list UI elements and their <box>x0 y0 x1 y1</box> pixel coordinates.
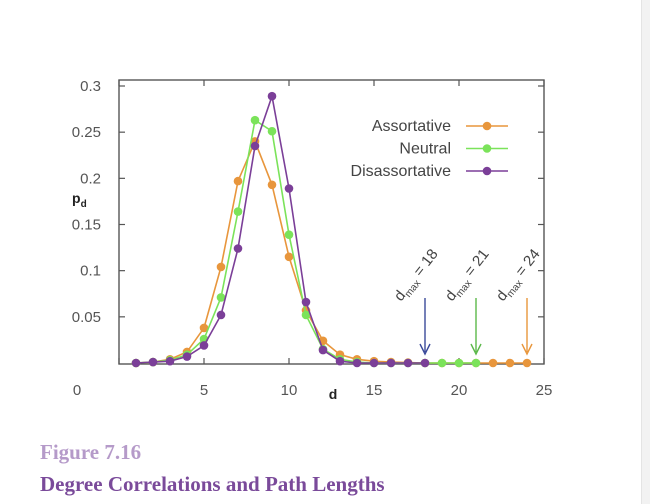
legend-label: Disassortative <box>351 163 452 180</box>
figure-label: Figure 7.16 <box>40 440 142 464</box>
data-point-disassortative <box>199 341 209 350</box>
y-tick-label: 0.05 <box>72 309 101 326</box>
data-point-neutral <box>233 207 243 216</box>
data-point-disassortative <box>301 297 311 307</box>
series-disassortative <box>131 91 430 368</box>
dmax-label-value: = 24 <box>510 246 544 283</box>
y-axis: 0.05 0.1 0.15 0.2 0.25 0.3 <box>72 78 544 326</box>
data-point-disassortative <box>352 358 362 368</box>
legend-marker <box>482 166 492 176</box>
x-axis-title: d <box>329 386 338 402</box>
data-point-assortative <box>522 358 532 368</box>
dmax-arrow-head <box>419 343 431 356</box>
degree-correlation-chart: 0 5 10 15 20 25 0.050.10.150.20.250.3 d pd dm… <box>72 78 553 402</box>
data-point-assortative <box>233 176 243 186</box>
data-point-disassortative <box>267 91 277 101</box>
x-axis: 0 5 10 15 20 25 <box>73 80 553 399</box>
legend-marker <box>482 121 492 131</box>
data-point-neutral <box>216 293 226 302</box>
data-point-disassortative <box>165 356 175 366</box>
data-point-neutral <box>471 358 481 368</box>
legend-label: Assortative <box>372 118 451 135</box>
x-tick-label: 10 <box>281 382 298 399</box>
dmax-arrow-head <box>470 343 482 356</box>
dmax-label: dmax = 21 <box>442 246 495 306</box>
dmax-label: dmax = 18 <box>391 246 444 306</box>
data-point-disassortative <box>420 358 430 368</box>
data-point-neutral <box>250 115 260 125</box>
figure-title: Degree Correlations and Path Lengths <box>40 472 385 496</box>
legend-label: Neutral <box>399 141 451 158</box>
y-axis-title-subscript: d <box>81 199 87 210</box>
y-tick-label: 0.1 <box>80 263 101 280</box>
data-point-neutral <box>437 358 447 368</box>
legend-item-disassortative: Disassortative <box>351 163 508 180</box>
y-tick-label: 0.25 <box>72 124 101 141</box>
dmax-arrow-head <box>521 343 533 356</box>
data-point-disassortative <box>403 358 413 368</box>
x-tick-label: 25 <box>536 382 553 399</box>
data-point-neutral <box>301 310 311 320</box>
legend-marker <box>482 144 492 153</box>
x-tick-label: 0 <box>73 382 81 399</box>
plot-frame <box>118 79 545 365</box>
data-point-assortative <box>267 180 277 190</box>
data-point-disassortative <box>216 310 226 320</box>
x-tick-label: 15 <box>366 382 383 399</box>
series-line-disassortative <box>135 93 425 364</box>
data-point-neutral <box>284 230 294 239</box>
data-point-disassortative <box>318 345 328 355</box>
dmax-annotation-18: dmax = 18 <box>391 246 444 356</box>
series-line-assortative <box>135 139 527 364</box>
data-point-disassortative <box>335 356 345 366</box>
data-point-disassortative <box>131 358 141 368</box>
y-tick-label: 0.15 <box>72 217 101 234</box>
data-point-assortative <box>505 358 515 368</box>
dmax-annotation-21: dmax = 21 <box>442 246 495 356</box>
data-point-disassortative <box>284 184 294 193</box>
x-tick-label: 20 <box>451 382 468 399</box>
data-point-disassortative <box>182 352 192 361</box>
data-point-disassortative <box>250 141 260 151</box>
dmax-annotation-24: dmax = 24 <box>493 246 546 356</box>
data-point-disassortative <box>148 357 158 367</box>
data-point-disassortative <box>233 244 243 253</box>
plot-border <box>118 79 545 365</box>
data-point-assortative <box>216 262 226 272</box>
page-edge-rule <box>641 0 650 504</box>
legend-item-neutral: Neutral <box>399 141 508 158</box>
y-axis-title-main: p <box>72 190 81 206</box>
y-tick-label: 0.2 <box>80 170 101 187</box>
x-tick-label: 5 <box>200 382 208 399</box>
data-point-neutral <box>454 358 464 368</box>
y-axis-title: pd <box>72 190 87 210</box>
legend-item-assortative: Assortative <box>372 118 508 135</box>
y-tick-label: 0.3 <box>80 78 101 95</box>
data-point-assortative <box>284 252 294 262</box>
data-point-assortative <box>199 323 209 333</box>
dmax-label: dmax = 24 <box>493 246 546 306</box>
series-layer <box>131 91 532 368</box>
dmax-label-value: = 21 <box>459 246 493 283</box>
dmax-label-value: = 18 <box>408 246 442 283</box>
data-point-assortative <box>488 358 498 368</box>
legend: Assortative Neutral Disassortative <box>351 118 508 180</box>
data-point-neutral <box>267 126 277 136</box>
data-point-disassortative <box>369 358 379 368</box>
data-point-disassortative <box>386 358 396 368</box>
